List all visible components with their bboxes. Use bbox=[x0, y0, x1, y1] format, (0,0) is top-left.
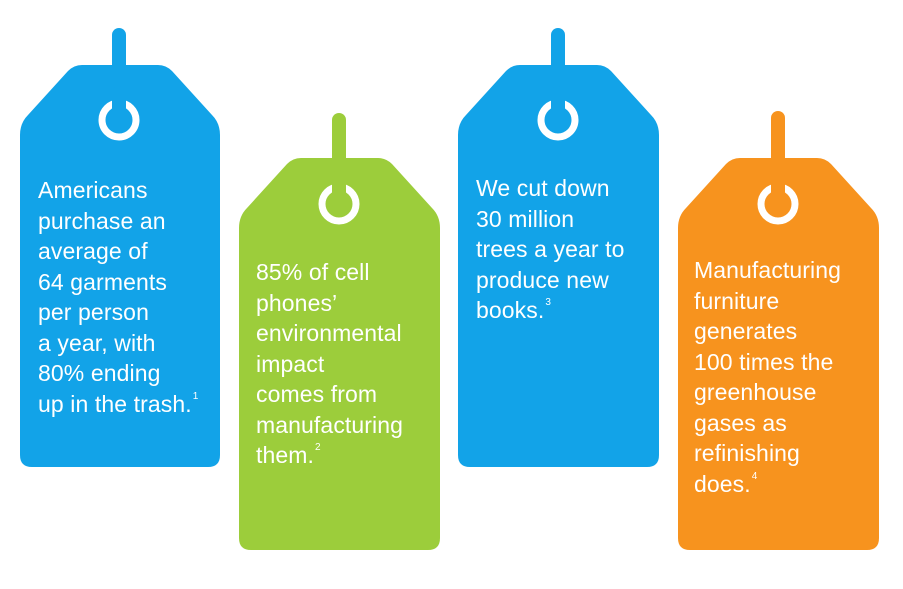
footnote-marker: 1 bbox=[192, 390, 199, 402]
tag-line: comes from bbox=[256, 381, 378, 407]
tag-line: phones’ bbox=[256, 289, 338, 316]
tag-text-trees: We cut down 30 million trees a year to p… bbox=[476, 173, 625, 326]
price-tag-trees: We cut down 30 million trees a year to p… bbox=[458, 28, 659, 467]
tag-text-furniture: Manufacturing furniture generates 100 ti… bbox=[694, 255, 841, 499]
tag-line: manufacturing bbox=[256, 411, 404, 438]
tag-line: 85% of cell bbox=[256, 259, 370, 285]
tag-line: trees a year to bbox=[476, 236, 625, 262]
tag-line: 64 garments bbox=[38, 268, 167, 295]
tag-line: generates bbox=[694, 318, 798, 344]
price-tag-furniture: Manufacturing furniture generates 100 ti… bbox=[678, 111, 879, 550]
price-tag-garments: Americans purchase an average of 64 garm… bbox=[20, 28, 220, 467]
tag-line: impact bbox=[256, 350, 325, 377]
tag-shape bbox=[239, 113, 440, 550]
tag-line: We cut down bbox=[476, 175, 610, 201]
tag-line-text: them. bbox=[256, 442, 315, 468]
tag-shape bbox=[678, 111, 879, 550]
tag-line: purchase an bbox=[38, 207, 166, 234]
tag-line: gases as bbox=[694, 409, 787, 436]
tag-text-garments: Americans purchase an average of 64 garm… bbox=[38, 175, 198, 419]
tag-line-text: does. bbox=[694, 470, 751, 497]
tag-line: Manufacturing bbox=[694, 257, 842, 283]
tag-line-last: does.4 bbox=[694, 469, 841, 500]
tag-line: average of bbox=[38, 238, 148, 264]
tag-shape bbox=[458, 28, 659, 467]
tag-line-last: books.3 bbox=[476, 295, 625, 326]
tag-line: environmental bbox=[256, 320, 402, 346]
tag-line: furniture bbox=[694, 287, 780, 314]
tag-text-cell-phones: 85% of cell phones’ environmental impact… bbox=[256, 257, 403, 471]
tag-line: per person bbox=[38, 299, 149, 325]
tag-line: 100 times the bbox=[694, 348, 834, 375]
tag-line: refinishing bbox=[694, 440, 800, 466]
tag-line: 30 million bbox=[476, 205, 575, 232]
tag-line: a year, with bbox=[38, 329, 156, 356]
footnote-marker: 2 bbox=[315, 442, 321, 453]
tag-line-text: books. bbox=[476, 297, 545, 323]
tag-line: produce new bbox=[476, 266, 609, 293]
tag-line-last: up in the trash.1 bbox=[38, 389, 198, 420]
footnote-marker: 3 bbox=[545, 297, 552, 308]
footnote-marker: 4 bbox=[751, 470, 758, 482]
tag-line: greenhouse bbox=[694, 379, 817, 405]
price-tag-cell-phones: 85% of cell phones’ environmental impact… bbox=[239, 113, 440, 550]
tag-line: Americans bbox=[38, 177, 148, 203]
tag-shape bbox=[20, 28, 220, 467]
tag-line: 80% ending bbox=[38, 360, 161, 386]
tag-line-last: them.2 bbox=[256, 440, 403, 471]
tag-line-text: up in the trash. bbox=[38, 390, 192, 417]
